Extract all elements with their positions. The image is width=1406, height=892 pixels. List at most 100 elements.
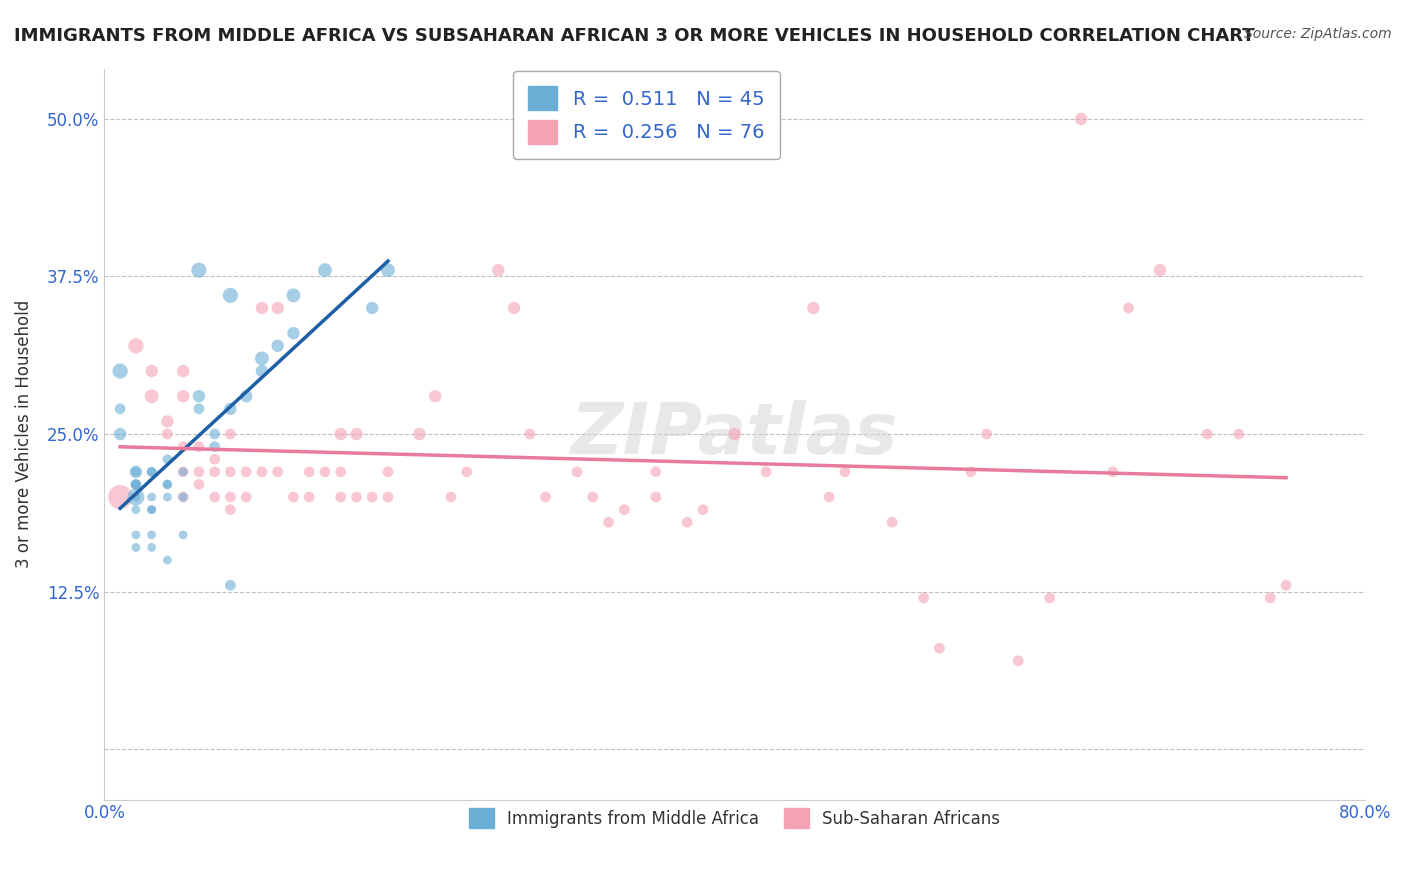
Point: [156, 477, 179, 491]
Point: [172, 465, 194, 479]
Point: [108, 401, 131, 416]
Point: [1275, 578, 1298, 592]
Point: [125, 465, 148, 479]
Point: [187, 389, 209, 403]
Point: [156, 477, 179, 491]
Point: [298, 490, 321, 504]
Point: [141, 465, 163, 479]
Point: [803, 301, 825, 315]
Point: [172, 528, 194, 542]
Point: [141, 502, 163, 516]
Point: [503, 301, 526, 315]
Point: [1070, 112, 1092, 126]
Point: [235, 490, 257, 504]
Point: [834, 465, 856, 479]
Point: [1039, 591, 1062, 605]
Point: [267, 465, 290, 479]
Point: [125, 477, 148, 491]
Point: [298, 465, 321, 479]
Point: [141, 364, 163, 378]
Y-axis label: 3 or more Vehicles in Household: 3 or more Vehicles in Household: [15, 300, 32, 568]
Point: [141, 490, 163, 504]
Point: [440, 490, 463, 504]
Point: [928, 641, 950, 656]
Point: [125, 477, 148, 491]
Point: [204, 490, 226, 504]
Point: [250, 364, 273, 378]
Point: [598, 515, 620, 529]
Point: [235, 465, 257, 479]
Point: [425, 389, 447, 403]
Point: [1197, 427, 1219, 442]
Point: [882, 515, 904, 529]
Point: [613, 502, 636, 516]
Point: [187, 263, 209, 277]
Point: [219, 401, 242, 416]
Point: [125, 528, 148, 542]
Point: [141, 389, 163, 403]
Point: [187, 477, 209, 491]
Point: [141, 465, 163, 479]
Point: [267, 301, 290, 315]
Point: [108, 364, 131, 378]
Point: [172, 490, 194, 504]
Point: [692, 502, 714, 516]
Point: [818, 490, 841, 504]
Point: [329, 490, 352, 504]
Point: [456, 465, 478, 479]
Point: [219, 465, 242, 479]
Point: [219, 490, 242, 504]
Point: [125, 541, 148, 555]
Point: [108, 427, 131, 442]
Point: [534, 490, 557, 504]
Point: [976, 427, 998, 442]
Point: [723, 427, 745, 442]
Point: [1007, 654, 1029, 668]
Point: [912, 591, 935, 605]
Point: [125, 465, 148, 479]
Point: [172, 364, 194, 378]
Point: [283, 288, 305, 302]
Point: [960, 465, 983, 479]
Point: [250, 465, 273, 479]
Text: ZIPatlas: ZIPatlas: [571, 400, 898, 468]
Point: [172, 440, 194, 454]
Point: [519, 427, 541, 442]
Point: [235, 389, 257, 403]
Point: [283, 326, 305, 341]
Point: [1227, 427, 1250, 442]
Point: [346, 490, 368, 504]
Text: Source: ZipAtlas.com: Source: ZipAtlas.com: [1244, 27, 1392, 41]
Point: [172, 465, 194, 479]
Point: [172, 389, 194, 403]
Point: [1149, 263, 1171, 277]
Point: [172, 490, 194, 504]
Point: [108, 490, 131, 504]
Point: [141, 541, 163, 555]
Point: [314, 263, 336, 277]
Point: [156, 414, 179, 428]
Point: [408, 427, 430, 442]
Legend: Immigrants from Middle Africa, Sub-Saharan Africans: Immigrants from Middle Africa, Sub-Sahar…: [463, 801, 1007, 835]
Point: [125, 477, 148, 491]
Point: [204, 440, 226, 454]
Point: [125, 490, 148, 504]
Point: [219, 578, 242, 592]
Point: [125, 339, 148, 353]
Point: [1118, 301, 1140, 315]
Point: [250, 351, 273, 366]
Point: [219, 288, 242, 302]
Point: [755, 465, 778, 479]
Point: [361, 301, 384, 315]
Point: [204, 452, 226, 467]
Point: [1258, 591, 1281, 605]
Point: [644, 490, 666, 504]
Point: [250, 301, 273, 315]
Point: [486, 263, 509, 277]
Point: [314, 465, 336, 479]
Point: [141, 528, 163, 542]
Point: [219, 427, 242, 442]
Point: [377, 263, 399, 277]
Point: [1101, 465, 1123, 479]
Point: [156, 490, 179, 504]
